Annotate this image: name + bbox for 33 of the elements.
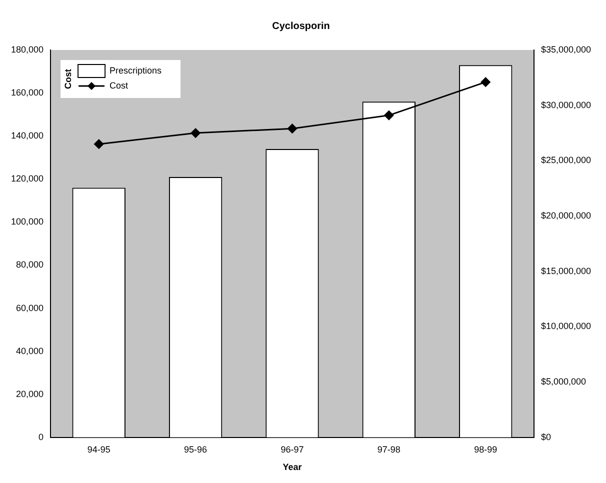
x-tick-label: 95-96 <box>184 444 208 454</box>
y-tick-label: 100,000 <box>10 216 44 227</box>
y-tick-label: 120,000 <box>10 174 44 184</box>
legend-label: Prescriptions <box>110 65 162 76</box>
y2-tick-label: $35,000,000 <box>540 44 592 54</box>
point <box>287 124 297 134</box>
point <box>480 77 490 87</box>
legend-label: Cost <box>110 80 129 90</box>
y-tick-label: 80,000 <box>16 260 44 270</box>
x-tick-label: 97-98 <box>377 444 400 454</box>
y2-tick-label: $30,000,000 <box>540 100 592 110</box>
y2-tick-label: $15,000,000 <box>540 266 592 276</box>
y-tick-label: 140,000 <box>10 130 44 141</box>
point <box>384 110 394 120</box>
chart-title: Cyclosporin <box>272 20 330 32</box>
y-tick-label: 60,000 <box>16 302 44 313</box>
y2-tick-label: $10,000,000 <box>540 321 592 332</box>
x-tick-label: 96-97 <box>280 444 304 454</box>
y-tick-label: 0 <box>38 432 44 442</box>
y-tick-label: 160,000 <box>10 88 44 98</box>
y-tick-label: 20,000 <box>16 388 44 399</box>
y2-tick-label: $25,000,000 <box>540 155 592 166</box>
y2-tick-label: $20,000,000 <box>540 210 592 221</box>
y-tick-label: 40,000 <box>16 346 44 356</box>
x-tick-label: 94-95 <box>87 444 110 454</box>
legend-title: Cost <box>63 69 74 89</box>
point <box>190 128 200 138</box>
point <box>94 139 104 149</box>
x-tick-label: 98-99 <box>474 444 498 454</box>
x-axis-title: Year <box>282 462 302 472</box>
y2-tick-label: $5,000,000 <box>540 376 586 387</box>
y2-tick-label: $0 <box>540 432 551 442</box>
y-tick-label: 180,000 <box>10 44 44 54</box>
